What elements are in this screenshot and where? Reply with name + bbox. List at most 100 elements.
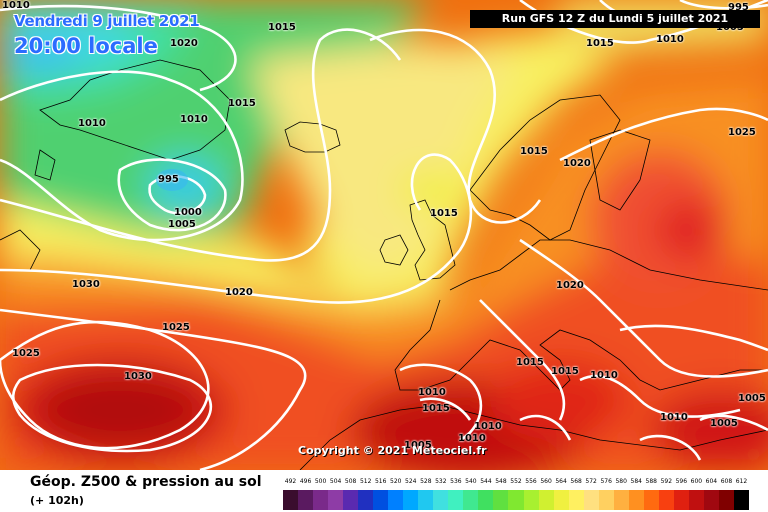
isobar-label: 995	[158, 174, 179, 185]
forecast-time: 20:00 locale	[14, 34, 158, 58]
legend-label: 520	[390, 478, 402, 485]
legend-swatch	[688, 490, 704, 510]
legend-label: 552	[510, 478, 522, 485]
legend-swatch	[493, 490, 509, 510]
legend-label: 528	[420, 478, 432, 485]
footer-title: Géop. Z500 & pression au sol	[30, 474, 262, 490]
legend-swatch	[478, 490, 494, 510]
legend-label: 508	[344, 478, 357, 485]
isobar-label: 1030	[72, 279, 100, 290]
legend-swatch	[643, 490, 659, 510]
legend-label: 504	[329, 478, 342, 485]
legend-label: 564	[555, 478, 567, 485]
legend-labels: 492 496 500 504 508 512 516 520 524 528 532 536 540 5…	[283, 478, 749, 488]
isobar-label: 1015	[520, 146, 548, 157]
legend-label: 500	[314, 478, 327, 485]
legend-swatch	[388, 490, 404, 510]
isobar-label: 1015	[228, 98, 256, 109]
legend-swatch	[328, 490, 344, 510]
isobar-label: 1020	[563, 158, 591, 169]
isobar-label: 1015	[422, 403, 450, 414]
legend-label: 612	[735, 478, 748, 485]
legend-label: 548	[495, 478, 507, 485]
legend-label: 532	[435, 478, 447, 485]
legend-swatch	[568, 490, 584, 510]
legend-label: 492	[284, 478, 297, 485]
legend-label: 544	[480, 478, 492, 485]
color-legend: 492 496 500 504 508 512 516 520 524 528 532 536 540 5…	[283, 478, 749, 510]
legend-swatch	[553, 490, 569, 510]
legend-label: 568	[570, 478, 582, 485]
isobar-label: 1005	[738, 393, 766, 404]
map-canvas	[0, 0, 768, 470]
legend-swatch	[358, 490, 374, 510]
isobar-label: 1010	[418, 387, 446, 398]
run-info: Run GFS 12 Z du Lundi 5 juillet 2021	[470, 10, 760, 28]
legend-label: 536	[450, 478, 462, 485]
isobar-label: 1010	[180, 114, 208, 125]
legend-label: 540	[465, 478, 477, 485]
legend-swatch	[403, 490, 419, 510]
legend-swatch	[508, 490, 524, 510]
isobar-label: 1000	[174, 207, 202, 218]
legend-swatch	[703, 490, 719, 510]
legend-label: 516	[374, 478, 387, 485]
isobar-label: 1015	[586, 38, 614, 49]
isobar-label: 1025	[162, 322, 190, 333]
legend-swatch	[283, 490, 299, 510]
footer-subtitle: (+ 102h)	[30, 494, 84, 507]
isobar-label: 1010	[660, 412, 688, 423]
isobar-label: 1020	[556, 280, 584, 291]
weather-map: 1010 995 1020 1015 1015 1010 1005 1010 1…	[0, 0, 768, 470]
legend-swatch	[523, 490, 539, 510]
legend-label: 512	[359, 478, 372, 485]
isobar-label: 1010	[656, 34, 684, 45]
legend-swatch	[463, 490, 479, 510]
isobar-label: 1010	[458, 433, 486, 444]
legend-swatch	[658, 490, 674, 510]
isobar-label: 1010	[2, 0, 30, 11]
legend-label: 592	[660, 478, 673, 485]
legend-swatch	[343, 490, 359, 510]
legend-swatch	[718, 490, 734, 510]
isobar-label: 995	[728, 2, 749, 13]
low-center	[156, 169, 188, 191]
isobar-label: 1015	[551, 366, 579, 377]
isobar-label: 1025	[728, 127, 756, 138]
legend-swatch	[628, 490, 644, 510]
isobar-label: 1010	[474, 421, 502, 432]
legend-label: 600	[690, 478, 703, 485]
legend-swatch	[373, 490, 389, 510]
legend-label: 580	[615, 478, 627, 485]
legend-swatch	[313, 490, 329, 510]
legend-swatch	[448, 490, 464, 510]
isobar-label: 1015	[516, 357, 544, 368]
isobar-label: 1020	[170, 38, 198, 49]
isobar-label: 1005	[168, 219, 196, 230]
legend-label: 608	[720, 478, 733, 485]
legend-swatch	[598, 490, 614, 510]
copyright: Copyright © 2021 Meteociel.fr	[298, 444, 487, 457]
legend-swatch	[583, 490, 599, 510]
legend-swatch	[433, 490, 449, 510]
legend-label: 560	[540, 478, 552, 485]
legend-swatches	[283, 490, 749, 510]
legend-label: 524	[405, 478, 417, 485]
forecast-date: Vendredi 9 juillet 2021	[14, 12, 200, 30]
legend-swatch	[673, 490, 689, 510]
legend-swatch	[613, 490, 629, 510]
legend-swatch	[733, 490, 749, 510]
legend-label: 588	[645, 478, 657, 485]
legend-label: 596	[675, 478, 688, 485]
legend-label: 496	[299, 478, 312, 485]
isobar-label: 1025	[12, 348, 40, 359]
isobar-label: 1015	[430, 208, 458, 219]
isobar-label: 1015	[268, 22, 296, 33]
isobar-label: 1010	[590, 370, 618, 381]
legend-swatch	[538, 490, 554, 510]
legend-label: 576	[600, 478, 612, 485]
legend-label: 604	[705, 478, 718, 485]
legend-label: 584	[630, 478, 642, 485]
isobar-label: 1010	[78, 118, 106, 129]
isobar-label: 1030	[124, 371, 152, 382]
